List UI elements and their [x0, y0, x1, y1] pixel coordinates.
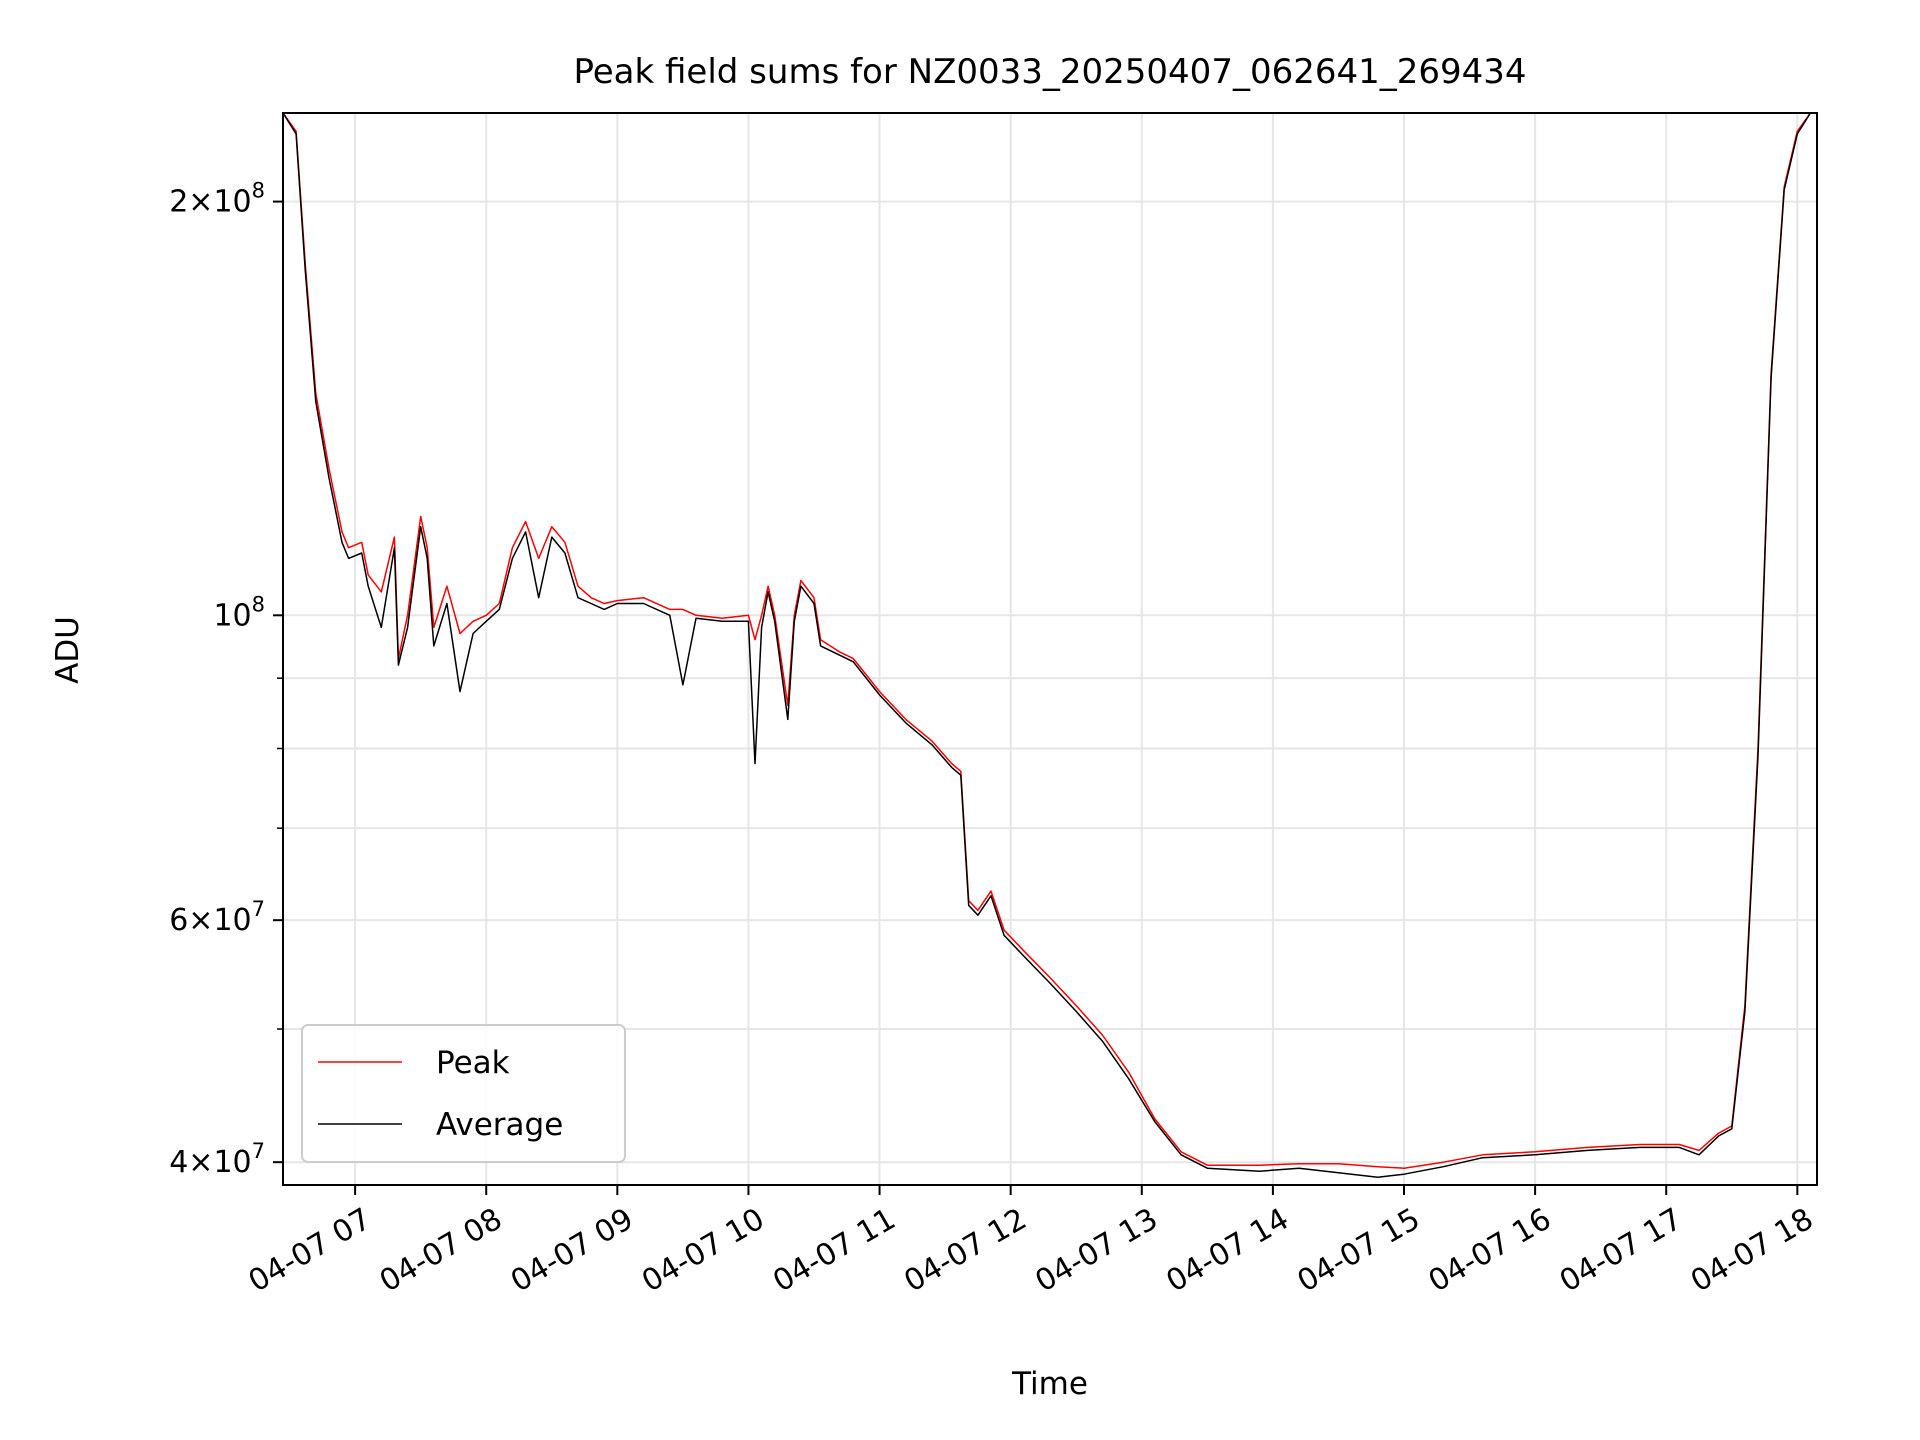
x-axis-label: Time — [1011, 1366, 1088, 1402]
legend-box — [301, 1024, 626, 1163]
legend-label-average: Average — [436, 1107, 563, 1143]
series-line-peak — [282, 112, 1812, 1169]
y-tick-label: 108 — [213, 592, 265, 633]
chart-title: Peak field sums for NZ0033_20250407_0626… — [573, 52, 1526, 92]
y-tick-label: 2×108 — [169, 179, 265, 220]
series-line-average — [282, 112, 1812, 1179]
legend-label-peak: Peak — [436, 1045, 510, 1081]
legend: Peak Average — [301, 1024, 626, 1163]
y-tick-label: 6×107 — [169, 897, 265, 938]
y-tick-label: 4×107 — [169, 1139, 265, 1180]
y-axis-label: ADU — [50, 616, 86, 684]
plot-frame — [282, 112, 1818, 1186]
